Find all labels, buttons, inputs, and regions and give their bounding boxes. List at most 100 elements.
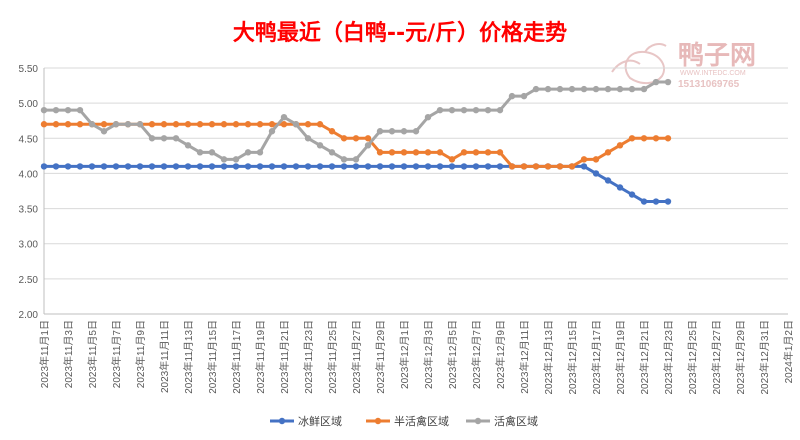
data-point (64, 163, 72, 170)
legend-swatch-marker (278, 417, 286, 425)
data-point (292, 163, 300, 170)
data-point (208, 121, 216, 128)
data-point (664, 135, 672, 142)
data-point (484, 163, 492, 170)
data-point (412, 149, 420, 156)
x-tick-label: 2023年12月15日 (566, 320, 579, 395)
data-point (280, 114, 288, 121)
data-point (664, 198, 672, 205)
series-line (42, 164, 670, 204)
data-point (640, 198, 648, 205)
data-point (508, 92, 516, 100)
y-axis: 5.50 5.00 4.50 4.00 3.50 3.00 2.50 2.00 (19, 64, 45, 321)
data-point (400, 149, 408, 156)
x-tick-label: 2023年12月11日 (518, 320, 531, 394)
data-point (592, 170, 600, 177)
data-point (76, 106, 84, 114)
data-point (412, 163, 420, 170)
data-point (448, 163, 456, 170)
data-point (256, 163, 264, 170)
series-2 (40, 121, 672, 170)
y-tick-label: 4.50 (19, 134, 39, 145)
data-point (136, 121, 144, 128)
data-point (304, 121, 312, 128)
data-point (424, 149, 432, 156)
data-point (76, 163, 84, 170)
data-point (328, 128, 336, 135)
data-point (220, 163, 228, 170)
x-tick-label: 2023年12月23日 (662, 320, 675, 395)
data-point (148, 135, 156, 142)
data-point (232, 156, 240, 163)
series-layer (40, 78, 672, 205)
data-point (340, 156, 348, 163)
data-point (496, 149, 504, 156)
data-point (160, 121, 168, 128)
data-point (256, 149, 264, 156)
data-point (160, 163, 168, 170)
data-point (532, 163, 540, 170)
data-point (448, 106, 456, 114)
data-point (664, 78, 672, 86)
watermark-brand: 鸭子网 (678, 41, 756, 71)
data-point (316, 163, 324, 170)
data-point (364, 163, 372, 170)
data-point (364, 142, 372, 149)
data-point (556, 85, 564, 93)
data-point (256, 121, 264, 128)
data-point (340, 135, 348, 142)
legend-swatch-marker (474, 417, 482, 425)
data-point (400, 163, 408, 170)
data-point (244, 163, 252, 170)
data-point (604, 177, 612, 184)
y-tick-label: 5.00 (19, 99, 39, 110)
x-tick-label: 2023年12月29日 (734, 320, 747, 395)
data-point (472, 163, 480, 170)
watermark-phone: 15131069765 (678, 79, 740, 90)
series-1 (40, 163, 672, 205)
data-point (628, 135, 636, 142)
x-tick-label: 2023年11月7日 (110, 320, 123, 388)
legend-label: 半活禽区域 (394, 414, 449, 428)
data-point (568, 163, 576, 170)
legend: 冰鲜区域 半活禽区域 活禽区域 (270, 414, 538, 428)
data-point (424, 163, 432, 170)
x-tick-label: 2023年12月17日 (590, 320, 603, 395)
data-point (460, 106, 468, 114)
data-point (544, 163, 552, 170)
x-tick-label: 2023年11月13日 (182, 320, 195, 394)
x-tick-label: 2023年11月3日 (62, 320, 75, 388)
legend-label: 活禽区域 (494, 414, 538, 428)
data-point (388, 149, 396, 156)
data-point (364, 135, 372, 142)
data-point (604, 149, 612, 156)
data-point (580, 163, 588, 170)
data-point (376, 128, 384, 135)
x-tick-label: 2023年11月17日 (230, 320, 243, 394)
x-tick-label: 2024年1月2日 (782, 320, 795, 383)
x-tick-label: 2023年11月27日 (350, 320, 363, 394)
data-point (160, 135, 168, 142)
data-point (604, 85, 612, 93)
data-point (628, 191, 636, 198)
data-point (172, 163, 180, 170)
y-tick-label: 4.00 (19, 169, 39, 180)
data-point (532, 85, 540, 93)
data-point (592, 156, 600, 163)
data-point (88, 163, 96, 170)
series-3 (40, 78, 672, 163)
x-tick-label: 2023年11月29日 (374, 320, 387, 394)
data-point (412, 128, 420, 135)
data-point (304, 135, 312, 142)
data-point (112, 163, 120, 170)
data-point (508, 163, 516, 170)
y-tick-label: 3.50 (19, 205, 39, 216)
data-point (100, 121, 108, 128)
data-point (352, 156, 360, 163)
data-point (436, 106, 444, 114)
data-point (388, 163, 396, 170)
x-tick-label: 2023年11月11日 (158, 320, 171, 393)
data-point (652, 198, 660, 205)
data-point (52, 121, 60, 128)
